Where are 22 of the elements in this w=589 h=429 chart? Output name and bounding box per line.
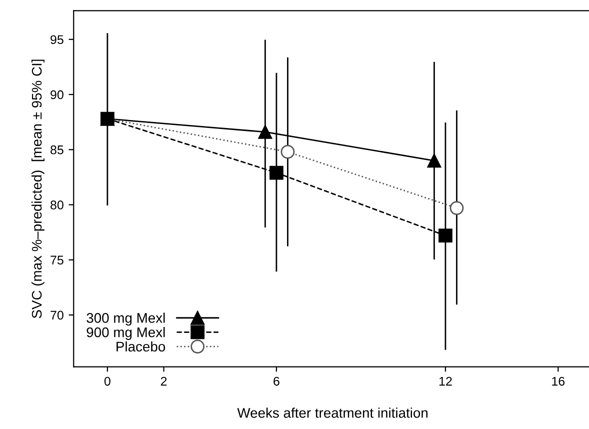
point <box>280 144 295 159</box>
y-tick-label: 95 <box>50 35 64 44</box>
x-tick-label: 16 <box>552 376 565 386</box>
x-tick-label: 12 <box>439 376 452 386</box>
y-tick-label: 75 <box>50 256 64 265</box>
point <box>427 154 442 168</box>
y-tick-label: 70 <box>50 310 64 320</box>
point <box>270 166 284 180</box>
x-tick-label: 6 <box>274 376 280 386</box>
point <box>450 201 464 215</box>
legend-label: Placebo <box>116 341 166 352</box>
x-tick-label: 0 <box>104 376 110 386</box>
y-tick-label: 90 <box>50 90 64 100</box>
legend-label: 900 mg Mexl <box>86 327 165 340</box>
y-tick-label: 85 <box>50 145 64 154</box>
x-tick-label: 2 <box>160 376 167 386</box>
y-axis-title: SVC (max %–predicted) [mean ± 95% CI] <box>32 60 44 318</box>
x-axis-title: Weeks after treatment initiation <box>237 408 428 418</box>
y-tick-label: 80 <box>50 200 64 210</box>
legend-label: 300 mg Mexl <box>86 312 165 326</box>
point <box>258 125 272 139</box>
point <box>438 228 452 243</box>
